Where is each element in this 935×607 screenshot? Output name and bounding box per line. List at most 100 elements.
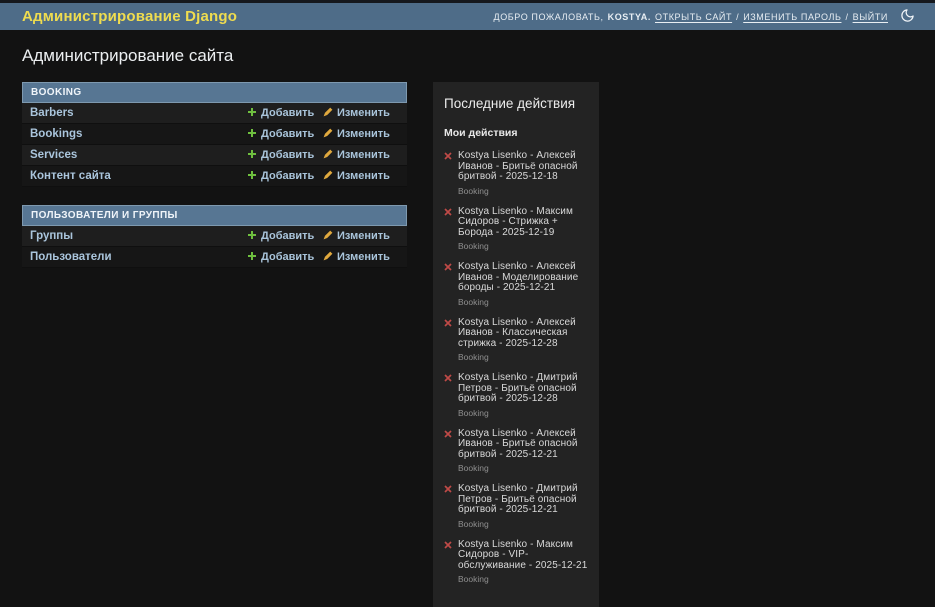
pencil-icon <box>323 170 333 183</box>
recent-action-type: Booking <box>458 518 489 529</box>
plus-icon <box>247 128 257 141</box>
model-link-barbers[interactable]: Barbers <box>30 107 74 119</box>
username: KOSTYA. <box>607 11 651 22</box>
add-label: Добавить <box>261 251 315 263</box>
recent-action-text: Kostya Lisenko - Алексей Иванов - Класси… <box>458 316 576 349</box>
recent-action-type: Booking <box>458 574 489 584</box>
add-link[interactable]: Добавить <box>247 128 323 141</box>
change-link[interactable]: Изменить <box>323 251 399 264</box>
table-row: Bookings Добавить Изменить <box>22 124 407 145</box>
recent-action-text: Kostya Lisenko - Дмитрий Петров - Бритьё… <box>458 372 578 404</box>
list-item: Kostya Lisenko - Алексей Иванов - Класси… <box>444 316 588 362</box>
list-item: Kostya Lisenko - Дмитрий Петров - Бритьё… <box>444 483 588 529</box>
add-link[interactable]: Добавить <box>247 170 323 183</box>
site-branding[interactable]: Администрирование Django <box>22 8 238 25</box>
moon-icon <box>900 8 915 26</box>
red-x-icon <box>444 152 452 160</box>
change-link[interactable]: Изменить <box>323 230 399 243</box>
model-link-users[interactable]: Пользователи <box>30 251 112 263</box>
change-label: Изменить <box>337 251 390 263</box>
add-link[interactable]: Добавить <box>247 149 323 162</box>
list-item: Kostya Lisenko - Максим Сидоров - Стрижк… <box>444 205 588 251</box>
add-label: Добавить <box>261 107 315 119</box>
recent-actions-list: Kostya Lisenko - Алексей Иванов - Бритьё… <box>444 150 588 584</box>
logout-link[interactable]: ВЫЙТИ <box>852 11 888 22</box>
recent-action-text: Kostya Lisenko - Алексей Иванов - Бритьё… <box>458 150 578 182</box>
recent-action-type: Booking <box>458 185 489 196</box>
recent-action-type: Booking <box>458 463 489 473</box>
list-item: Kostya Lisenko - Алексей Иванов - Бритьё… <box>444 150 588 196</box>
red-x-icon <box>444 263 452 271</box>
page-title: Администрирование сайта <box>22 46 234 65</box>
recent-action-text: Kostya Lisenko - Алексей Иванов - Бритьё… <box>458 427 578 460</box>
plus-icon <box>247 170 257 183</box>
table-row: Services Добавить Изменить <box>22 145 407 166</box>
recent-action-type: Booking <box>458 241 489 251</box>
pencil-icon <box>323 128 333 141</box>
add-link[interactable]: Добавить <box>247 230 323 243</box>
table-row: Группы Добавить Изменить <box>22 226 407 247</box>
change-link[interactable]: Изменить <box>323 170 399 183</box>
pencil-icon <box>323 107 333 120</box>
change-link[interactable]: Изменить <box>323 149 399 162</box>
table-row: Контент сайта Добавить Изменить <box>22 166 407 187</box>
separator: / <box>736 11 740 22</box>
recent-action-type: Booking <box>458 407 489 418</box>
model-link-services[interactable]: Services <box>30 149 78 161</box>
red-x-icon <box>444 540 452 549</box>
red-x-icon <box>444 485 452 493</box>
module-booking: BOOKING Barbers Добавить Изменить Bookin… <box>22 82 407 187</box>
recent-action-type: Booking <box>458 352 489 362</box>
change-link[interactable]: Изменить <box>323 128 399 141</box>
model-link-bookings[interactable]: Bookings <box>30 128 83 140</box>
add-link[interactable]: Добавить <box>247 107 323 120</box>
top-strip <box>0 0 935 3</box>
change-label: Изменить <box>337 230 390 242</box>
table-row: Пользователи Добавить Изменить <box>22 247 407 268</box>
change-link[interactable]: Изменить <box>323 107 399 120</box>
model-link-groups[interactable]: Группы <box>30 230 74 242</box>
plus-icon <box>247 230 257 243</box>
user-tools: ДОБРО ПОЖАЛОВАТЬ, KOSTYA. ОТКРЫТЬ САЙТ /… <box>494 8 916 26</box>
red-x-icon <box>444 318 452 327</box>
module-auth: ПОЛЬЗОВАТЕЛИ И ГРУППЫ Группы Добавить Из… <box>22 205 407 268</box>
plus-icon <box>247 149 257 162</box>
plus-icon <box>247 107 257 120</box>
module-caption-auth[interactable]: ПОЛЬЗОВАТЕЛИ И ГРУППЫ <box>22 205 407 226</box>
header: Администрирование Django ДОБРО ПОЖАЛОВАТ… <box>0 3 935 30</box>
add-label: Добавить <box>261 128 315 140</box>
plus-icon <box>247 251 257 264</box>
red-x-icon <box>444 207 452 216</box>
my-actions-subtitle: Мои действия <box>444 127 518 139</box>
recent-action-text: Kostya Lisenko - Дмитрий Петров - Бритьё… <box>458 483 578 515</box>
recent-actions-title: Последние действия <box>444 96 576 111</box>
view-site-link[interactable]: ОТКРЫТЬ САЙТ <box>655 11 733 22</box>
model-link-site-content[interactable]: Контент сайта <box>30 170 111 182</box>
red-x-icon <box>444 374 452 382</box>
add-link[interactable]: Добавить <box>247 251 323 264</box>
list-item: Kostya Lisenko - Дмитрий Петров - Бритьё… <box>444 372 588 418</box>
pencil-icon <box>323 149 333 162</box>
add-label: Добавить <box>261 170 315 182</box>
pencil-icon <box>323 251 333 264</box>
recent-action-text: Kostya Lisenko - Алексей Иванов - Модели… <box>458 261 579 293</box>
change-password-link[interactable]: ИЗМЕНИТЬ ПАРОЛЬ <box>743 11 842 22</box>
separator: / <box>845 11 849 22</box>
change-label: Изменить <box>337 149 390 161</box>
module-caption-booking[interactable]: BOOKING <box>22 82 407 103</box>
theme-toggle-button[interactable] <box>900 8 915 26</box>
pencil-icon <box>323 230 333 243</box>
welcome-text: ДОБРО ПОЖАЛОВАТЬ, <box>493 11 604 22</box>
recent-action-text: Kostya Lisenko - Максим Сидоров - Стрижк… <box>458 205 573 238</box>
recent-actions-panel: Последние действия Мои действия Kostya L… <box>433 82 599 607</box>
list-item: Kostya Lisenko - Максим Сидоров - VIP-об… <box>444 539 588 584</box>
list-item: Kostya Lisenko - Алексей Иванов - Бритьё… <box>444 427 588 473</box>
change-label: Изменить <box>337 170 390 182</box>
recent-action-type: Booking <box>458 296 489 307</box>
list-item: Kostya Lisenko - Алексей Иванов - Модели… <box>444 261 588 307</box>
change-label: Изменить <box>337 128 390 140</box>
dashboard: BOOKING Barbers Добавить Изменить Bookin… <box>22 82 913 607</box>
app-list: BOOKING Barbers Добавить Изменить Bookin… <box>22 82 407 286</box>
content-area: Администрирование сайта BOOKING Barbers … <box>0 30 935 607</box>
table-row: Barbers Добавить Изменить <box>22 103 407 124</box>
